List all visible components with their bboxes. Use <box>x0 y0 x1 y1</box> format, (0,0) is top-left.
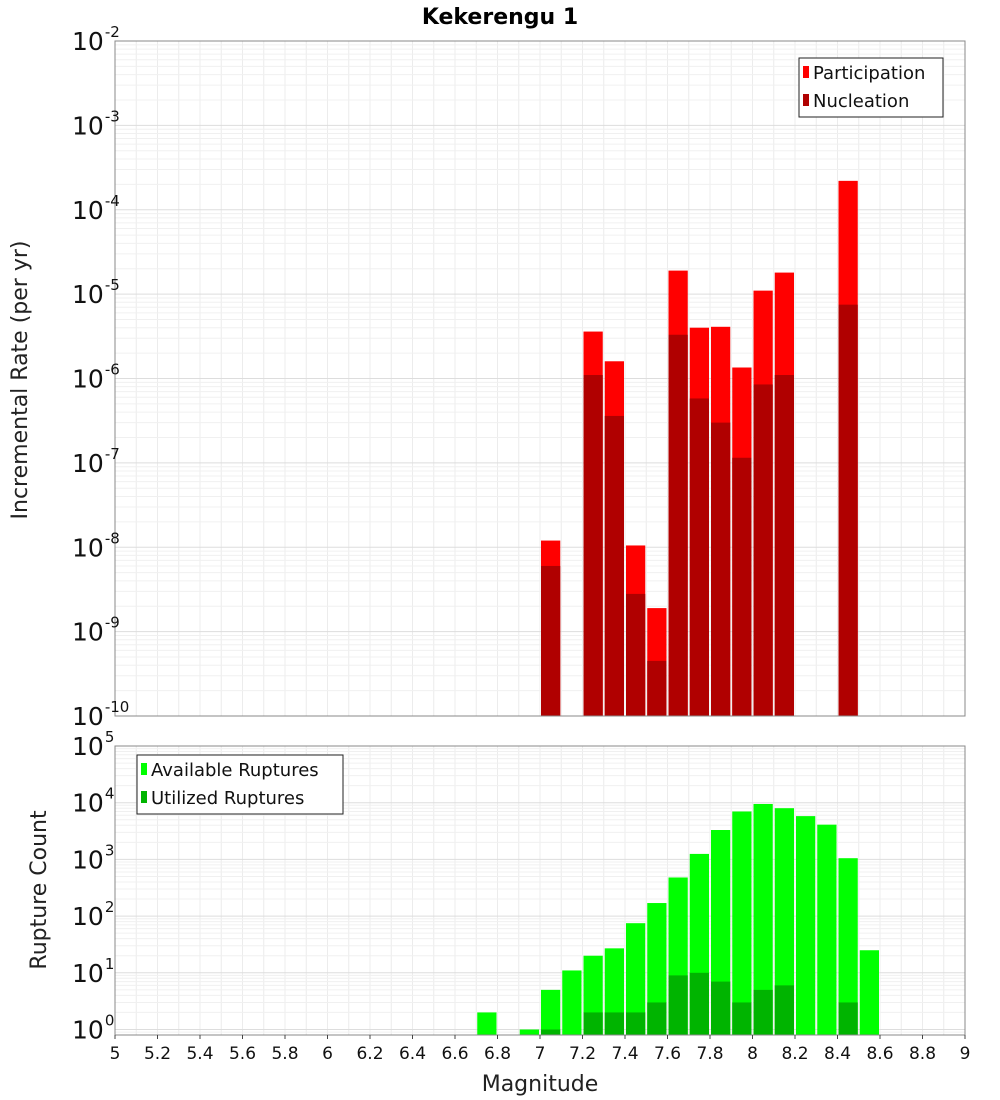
count-y-axis-label: Rupture Count <box>27 810 52 970</box>
count-bar-utilized-ruptures <box>626 1012 646 1035</box>
rate-legend-label: Nucleation <box>813 91 909 112</box>
rate-legend-swatch <box>803 94 809 106</box>
x-tick-label: 9 <box>960 1044 971 1064</box>
chart-title: Kekerengu 1 <box>422 5 578 30</box>
rate-bar-nucleation <box>774 375 794 716</box>
rate-y-tick-label: 10-7 <box>72 445 120 478</box>
count-legend-label: Utilized Ruptures <box>151 788 304 809</box>
x-tick-label: 6.2 <box>356 1044 383 1064</box>
x-tick-label: 6.4 <box>399 1044 426 1064</box>
count-y-tick-label: 105 <box>72 728 114 761</box>
count-bar-utilized-ruptures <box>689 972 709 1035</box>
rate-panel: 10-10 10-9 10-8 10-7 10-6 10-5 10-4 10-3 10-2 In… <box>8 23 966 731</box>
count-bar-utilized-ruptures <box>541 1029 561 1035</box>
count-bar-utilized-ruptures <box>668 975 688 1035</box>
count-bar-utilized-ruptures <box>838 1002 858 1035</box>
rate-y-tick-label: 10-5 <box>72 276 120 309</box>
count-y-tick-label: 102 <box>72 898 114 931</box>
count-bars <box>477 803 879 1035</box>
count-bar-utilized-ruptures <box>753 989 773 1035</box>
count-bar-utilized-ruptures <box>732 1002 752 1035</box>
count-bar-available-ruptures <box>732 811 752 1035</box>
x-tick-label: 8 <box>747 1044 758 1064</box>
rate-grid <box>114 41 966 717</box>
rate-legend-swatch <box>803 66 809 78</box>
count-bar-available-ruptures <box>519 1029 539 1035</box>
count-bar-available-ruptures <box>753 803 773 1035</box>
rate-bar-nucleation <box>668 334 688 716</box>
count-bar-available-ruptures <box>477 1012 497 1035</box>
x-tick-label: 8.6 <box>866 1044 893 1064</box>
rate-y-tick-label: 10-3 <box>72 107 120 140</box>
rate-y-tick-label: 10-2 <box>72 23 120 56</box>
x-tick-label: 6.8 <box>484 1044 511 1064</box>
x-tick-label: 7.8 <box>696 1044 723 1064</box>
count-bar-utilized-ruptures <box>604 1012 624 1035</box>
rate-bar-nucleation <box>604 415 624 716</box>
count-y-tick-label: 104 <box>72 785 114 818</box>
count-y-tick-label: 103 <box>72 841 114 874</box>
count-legend-label: Available Ruptures <box>151 760 319 781</box>
x-tick-label: 8.8 <box>909 1044 936 1064</box>
count-bar-utilized-ruptures <box>774 985 794 1035</box>
x-tick-label: 6 <box>322 1044 333 1064</box>
magnitude-x-ticks: 5 5.2 5.4 5.6 5.8 6 6.2 6.4 6.6 6.8 7 7.2 7.4 7.6 7.8 8… <box>110 1035 971 1064</box>
x-tick-label: 8.2 <box>781 1044 808 1064</box>
x-tick-label: 5.4 <box>186 1044 213 1064</box>
count-legend: Available Ruptures Utilized Ruptures <box>136 754 344 815</box>
x-tick-label: 8.4 <box>824 1044 851 1064</box>
x-tick-label: 7 <box>535 1044 546 1064</box>
rate-y-tick-label: 10-4 <box>72 192 120 225</box>
count-bar-available-ruptures <box>859 950 879 1035</box>
x-tick-label: 7.6 <box>654 1044 681 1064</box>
rate-bar-nucleation <box>689 398 709 716</box>
x-tick-label: 7.4 <box>611 1044 638 1064</box>
rate-bar-nucleation <box>647 660 667 716</box>
rate-legend-label: Participation <box>813 63 925 84</box>
count-legend-swatch <box>141 791 147 803</box>
x-tick-label: 5.8 <box>271 1044 298 1064</box>
rate-y-ticks: 10-10 10-9 10-8 10-7 10-6 10-5 10-4 10-3 10-2 <box>72 23 129 731</box>
rate-bar-nucleation <box>541 565 561 716</box>
rate-bars <box>541 180 858 716</box>
count-panel: 100 101 102 103 104 105 5 5.2 5.4 5.6 5.8 6 6.2 6.4 6… <box>27 728 970 1097</box>
count-y-tick-label: 100 <box>72 1012 114 1045</box>
rate-bar-nucleation <box>753 384 773 716</box>
x-tick-label: 7.2 <box>569 1044 596 1064</box>
x-tick-label: 6.6 <box>441 1044 468 1064</box>
rate-y-tick-label: 10-6 <box>72 361 120 394</box>
count-bar-available-ruptures <box>647 903 667 1035</box>
rate-bar-nucleation <box>711 422 731 716</box>
count-legend-swatch <box>141 763 147 775</box>
count-bar-available-ruptures <box>562 970 582 1035</box>
count-bar-available-ruptures <box>626 923 646 1035</box>
rate-y-tick-label: 10-8 <box>72 529 120 562</box>
count-bar-available-ruptures <box>838 858 858 1035</box>
count-y-tick-label: 101 <box>72 955 114 988</box>
count-bar-utilized-ruptures <box>711 981 731 1035</box>
count-bar-available-ruptures <box>817 824 837 1035</box>
rate-bar-nucleation <box>626 593 646 716</box>
rate-legend-box <box>798 57 944 118</box>
x-axis-label: Magnitude <box>482 1072 599 1097</box>
rate-y-tick-label: 10-10 <box>72 698 129 731</box>
count-y-ticks: 100 101 102 103 104 105 <box>72 728 114 1045</box>
x-tick-label: 5.6 <box>229 1044 256 1064</box>
count-bar-utilized-ruptures <box>647 1002 667 1035</box>
rate-y-tick-label: 10-9 <box>72 614 120 647</box>
rate-legend: Participation Nucleation <box>798 57 944 118</box>
x-tick-label: 5.2 <box>144 1044 171 1064</box>
count-bar-available-ruptures <box>796 816 816 1035</box>
rate-plot-frame <box>114 40 966 717</box>
count-bar-available-ruptures <box>774 808 794 1035</box>
count-bar-available-ruptures <box>541 989 561 1035</box>
rate-bar-nucleation <box>583 375 603 716</box>
rate-y-axis-label: Incremental Rate (per yr) <box>8 241 33 520</box>
count-legend-box <box>136 754 344 815</box>
rate-bar-nucleation <box>732 457 752 716</box>
rate-bar-nucleation <box>838 304 858 716</box>
x-tick-label: 5 <box>110 1044 121 1064</box>
count-bar-utilized-ruptures <box>583 1012 603 1035</box>
